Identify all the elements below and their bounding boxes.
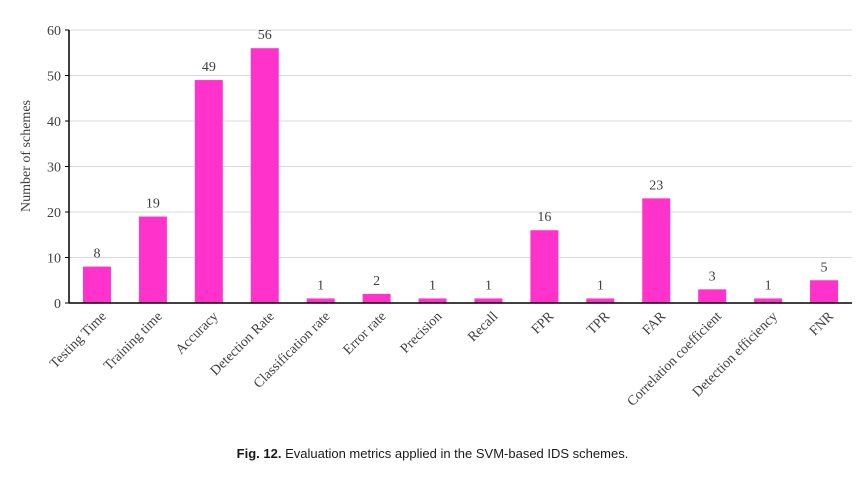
- x-tick-label: Testing Time: [47, 309, 109, 371]
- y-tick-label: 20: [47, 206, 61, 221]
- bar: [250, 48, 279, 304]
- data-label: 49: [202, 60, 216, 75]
- bar: [754, 298, 783, 303]
- x-tick-label: Accuracy: [173, 309, 222, 358]
- bar: [362, 293, 391, 303]
- data-label: 2: [373, 274, 380, 289]
- data-label: 1: [597, 278, 604, 293]
- data-label: 1: [765, 278, 772, 293]
- figure-caption: Fig. 12. Evaluation metrics applied in t…: [0, 446, 865, 461]
- bar: [698, 289, 727, 303]
- gridlines: [69, 29, 852, 258]
- bar: [810, 280, 839, 303]
- x-tick-label: FNR: [807, 309, 837, 339]
- bar: [530, 230, 559, 303]
- bar: [642, 198, 671, 303]
- bar: [418, 298, 447, 303]
- x-tick-label: Training time: [101, 309, 165, 373]
- bar: [474, 298, 503, 303]
- y-tick-label: 60: [47, 24, 61, 39]
- data-label: 1: [485, 278, 492, 293]
- data-label: 56: [258, 28, 272, 43]
- bar: [194, 80, 223, 303]
- x-tick-label: Error rate: [341, 309, 390, 358]
- data-label: 8: [93, 247, 100, 262]
- bar: [586, 298, 615, 303]
- bar-chart: 0 10 20 30 40 50 60 8 Testing Time 19 Training tim…: [19, 24, 852, 410]
- data-label: 19: [146, 197, 160, 212]
- bars: [82, 48, 839, 304]
- y-tick-label: 10: [47, 252, 61, 267]
- bar: [138, 216, 167, 303]
- bar: [82, 266, 111, 303]
- y-tick-label: 30: [47, 161, 61, 176]
- data-label: 5: [821, 260, 828, 275]
- y-tick-label: 0: [54, 297, 61, 312]
- data-label: 16: [537, 210, 551, 225]
- y-tick-label: 50: [47, 70, 61, 85]
- x-tick-label: Correlation coefficient: [625, 309, 725, 409]
- data-label: 23: [649, 178, 663, 193]
- bar: [306, 298, 335, 303]
- x-tick-label: FAR: [640, 309, 670, 339]
- data-label: 1: [317, 278, 324, 293]
- x-tick-label: FPR: [529, 309, 558, 338]
- x-tick-label: Recall: [465, 309, 501, 345]
- data-label: 1: [429, 278, 436, 293]
- axes: [65, 29, 852, 304]
- figure-label: Fig. 12.: [236, 446, 282, 461]
- data-label: 3: [709, 269, 716, 284]
- x-tick-label: TPR: [584, 309, 613, 338]
- x-tick-label: Precision: [398, 309, 445, 356]
- y-axis-title: Number of schemes: [19, 100, 34, 212]
- y-tick-label: 40: [47, 115, 61, 130]
- figure-caption-text: Evaluation metrics applied in the SVM-ba…: [285, 446, 629, 461]
